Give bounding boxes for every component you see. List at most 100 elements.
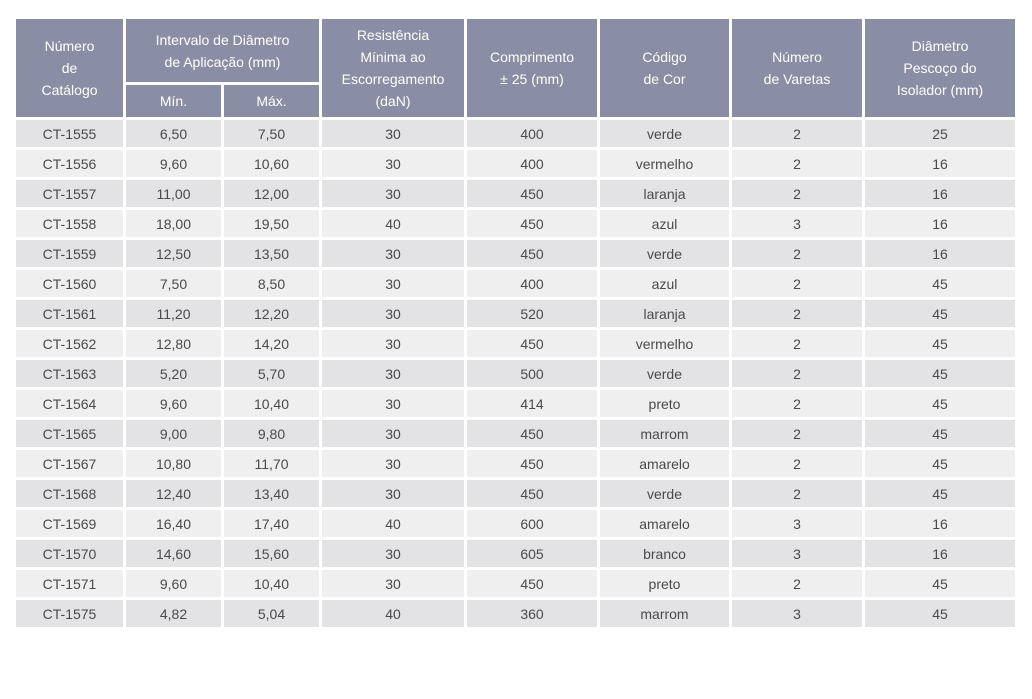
table-cell: CT-1575 <box>13 597 126 630</box>
table-cell: 45 <box>862 297 1018 330</box>
table-cell: 12,80 <box>123 327 224 360</box>
table-cell: 2 <box>729 147 865 180</box>
column-header: Intervalo de Diâmetro de Aplicação (mm) <box>123 16 322 85</box>
table-cell: 2 <box>729 477 865 510</box>
table-row: CT-1562 12,80 14,20 30 450 vermelho 2 45 <box>13 327 1018 360</box>
catalog-table: Número de Catálogo Intervalo de Diâmetro … <box>13 16 1018 630</box>
table-cell: 2 <box>729 237 865 270</box>
table-cell: CT-1571 <box>13 567 126 600</box>
table-cell: 30 <box>319 537 467 570</box>
table-cell: 400 <box>464 117 600 150</box>
table-cell: 450 <box>464 177 600 210</box>
table-cell: 30 <box>319 147 467 180</box>
table-cell: 9,60 <box>123 147 224 180</box>
table-cell: verde <box>597 477 732 510</box>
table-cell: 45 <box>862 357 1018 390</box>
table-cell: vermelho <box>597 147 732 180</box>
table-cell: 3 <box>729 207 865 240</box>
table-cell: 15,60 <box>221 537 322 570</box>
table-cell: CT-1556 <box>13 147 126 180</box>
table-cell: CT-1561 <box>13 297 126 330</box>
table-cell: marrom <box>597 417 732 450</box>
table-cell: 14,60 <box>123 537 224 570</box>
table-cell: 2 <box>729 357 865 390</box>
table-cell: 19,50 <box>221 207 322 240</box>
table-row: CT-1567 10,80 11,70 30 450 amarelo 2 45 <box>13 447 1018 480</box>
sub-column-header: Máx. <box>221 82 322 120</box>
table-cell: CT-1565 <box>13 417 126 450</box>
table-cell: 7,50 <box>221 117 322 150</box>
table-cell: 12,00 <box>221 177 322 210</box>
table-cell: 11,20 <box>123 297 224 330</box>
subheader-row: Mín. Máx. <box>15 82 1017 120</box>
table-cell: 4,82 <box>123 597 224 630</box>
table-cell: 16 <box>862 177 1018 210</box>
table-row: CT-1563 5,20 5,70 30 500 verde 2 45 <box>13 357 1018 390</box>
table-cell: 12,50 <box>123 237 224 270</box>
table-cell: 3 <box>729 507 865 540</box>
table-cell: 400 <box>464 267 600 300</box>
table-cell: verde <box>597 117 732 150</box>
table-cell: 2 <box>729 417 865 450</box>
table-cell: 45 <box>862 477 1018 510</box>
table-cell: CT-1563 <box>13 357 126 390</box>
column-header: Resistência Mínima ao Escorregamento (da… <box>319 16 467 120</box>
table-cell: 5,70 <box>221 357 322 390</box>
table-cell: CT-1569 <box>13 507 126 540</box>
table-cell: 9,60 <box>123 567 224 600</box>
table-cell: 450 <box>464 327 600 360</box>
table-cell: 5,04 <box>221 597 322 630</box>
table-cell: 10,60 <box>221 147 322 180</box>
table-cell: CT-1558 <box>13 207 126 240</box>
table-cell: branco <box>597 537 732 570</box>
table-cell: 520 <box>464 297 600 330</box>
table-cell: 450 <box>464 207 600 240</box>
table-cell: 2 <box>729 447 865 480</box>
table-cell: 10,40 <box>221 387 322 420</box>
table-cell: 18,00 <box>123 207 224 240</box>
table-cell: 12,20 <box>221 297 322 330</box>
table-cell: 16 <box>862 147 1018 180</box>
table-cell: preto <box>597 387 732 420</box>
table-cell: 2 <box>729 177 865 210</box>
table-cell: CT-1568 <box>13 477 126 510</box>
table-cell: 2 <box>729 117 865 150</box>
table-cell: 450 <box>464 237 600 270</box>
table-cell: 40 <box>319 207 467 240</box>
table-cell: 6,50 <box>123 117 224 150</box>
table-cell: 16,40 <box>123 507 224 540</box>
table-cell: verde <box>597 237 732 270</box>
table-cell: 2 <box>729 567 865 600</box>
table-row: CT-1561 11,20 12,20 30 520 laranja 2 45 <box>13 297 1018 330</box>
table-cell: 450 <box>464 417 600 450</box>
table-row: CT-1571 9,60 10,40 30 450 preto 2 45 <box>13 567 1018 600</box>
table-row: CT-1555 6,50 7,50 30 400 verde 2 25 <box>13 117 1018 150</box>
table-cell: 30 <box>319 477 467 510</box>
table-cell: 30 <box>319 297 467 330</box>
table-cell: 600 <box>464 507 600 540</box>
table-cell: 605 <box>464 537 600 570</box>
table-cell: 5,20 <box>123 357 224 390</box>
table-cell: 45 <box>862 447 1018 480</box>
table-cell: 30 <box>319 417 467 450</box>
table-row: CT-1557 11,00 12,00 30 450 laranja 2 16 <box>13 177 1018 210</box>
column-header: Comprimento ± 25 (mm) <box>464 16 600 120</box>
table-cell: 40 <box>319 597 467 630</box>
table-cell: 500 <box>464 357 600 390</box>
table-cell: 12,40 <box>123 477 224 510</box>
table-cell: 16 <box>862 537 1018 570</box>
table-cell: CT-1562 <box>13 327 126 360</box>
table-cell: 30 <box>319 327 467 360</box>
table-cell: 45 <box>862 327 1018 360</box>
table-row: CT-1575 4,82 5,04 40 360 marrom 3 45 <box>13 597 1018 630</box>
table-cell: 16 <box>862 237 1018 270</box>
table-cell: 30 <box>319 567 467 600</box>
table-cell: CT-1555 <box>13 117 126 150</box>
table-cell: 9,80 <box>221 417 322 450</box>
table-cell: 13,50 <box>221 237 322 270</box>
table-cell: 13,40 <box>221 477 322 510</box>
table-cell: CT-1567 <box>13 447 126 480</box>
table-cell: 45 <box>862 567 1018 600</box>
table-cell: 25 <box>862 117 1018 150</box>
